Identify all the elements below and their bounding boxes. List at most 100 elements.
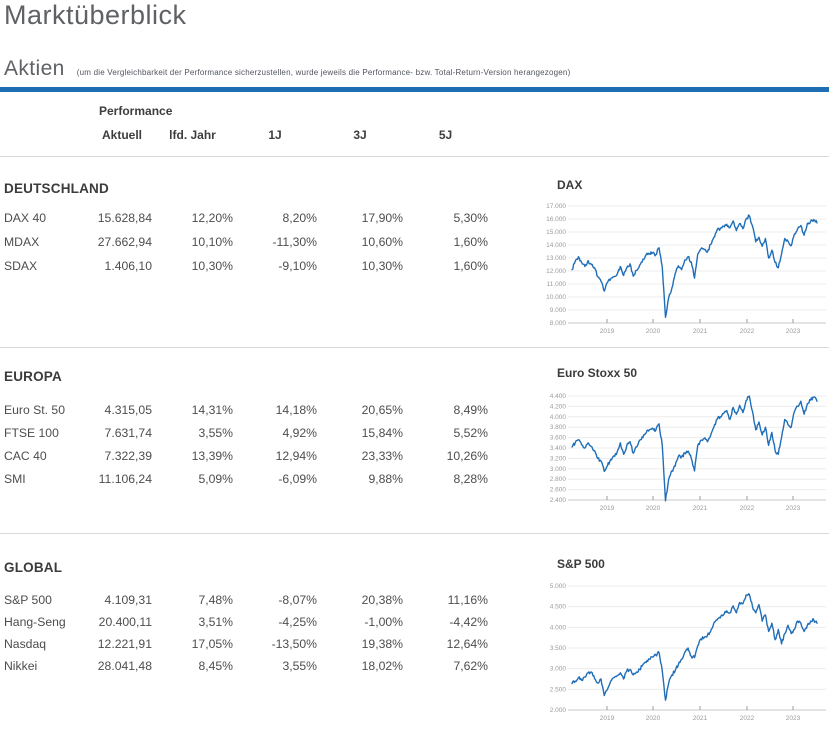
- row-value: 5,30%: [453, 211, 488, 225]
- row-value: 10,10%: [191, 235, 233, 249]
- row-value: 10,30%: [191, 259, 233, 273]
- svg-text:2.500: 2.500: [550, 686, 567, 693]
- section-heading-deutschland: DEUTSCHLAND: [4, 181, 109, 196]
- svg-text:3.500: 3.500: [550, 645, 567, 652]
- svg-text:2020: 2020: [646, 328, 661, 335]
- row-value: 8,45%: [198, 659, 233, 673]
- svg-text:2021: 2021: [693, 715, 708, 722]
- row-value: 12.221,91: [97, 637, 152, 651]
- svg-text:2020: 2020: [646, 715, 661, 722]
- accent-bar: [0, 87, 829, 92]
- svg-text:4.000: 4.000: [550, 624, 567, 631]
- svg-text:11.000: 11.000: [547, 281, 567, 288]
- table-row: Hang-Seng 20.400,11 3,51% -4,25% -1,00% …: [4, 611, 488, 633]
- row-value: 3,51%: [198, 615, 233, 629]
- svg-text:16.000: 16.000: [546, 216, 566, 223]
- row-value: 7,48%: [198, 593, 233, 607]
- row-value: 10,26%: [446, 448, 488, 463]
- row-value: 17,90%: [361, 211, 403, 225]
- row-label: MDAX: [4, 235, 40, 249]
- row-value: 12,64%: [446, 637, 488, 651]
- table-row: DAX 40 15.628,84 12,20% 8,20% 17,90% 5,3…: [4, 206, 488, 230]
- svg-text:2023: 2023: [786, 505, 801, 512]
- svg-text:10.000: 10.000: [546, 294, 566, 301]
- row-value: 12,94%: [275, 448, 317, 463]
- column-header-3j: 3J: [353, 128, 367, 142]
- row-value: -9,10%: [278, 259, 317, 273]
- svg-text:2019: 2019: [600, 715, 615, 722]
- svg-text:2021: 2021: [693, 505, 708, 512]
- svg-text:2022: 2022: [740, 715, 755, 722]
- row-value: 4.109,31: [104, 593, 152, 607]
- table-row: SMI 11.106,24 5,09% -6,09% 9,88% 8,28%: [4, 467, 488, 490]
- table-row: MDAX 27.662,94 10,10% -11,30% 10,60% 1,6…: [4, 230, 488, 254]
- row-value: -4,42%: [449, 615, 488, 629]
- row-value: 12,20%: [191, 211, 233, 225]
- row-value: 20,38%: [361, 593, 403, 607]
- svg-text:3.400: 3.400: [550, 445, 567, 452]
- svg-text:3.800: 3.800: [550, 424, 567, 431]
- svg-text:9.000: 9.000: [550, 307, 567, 314]
- row-value: -8,07%: [278, 593, 317, 607]
- svg-text:4.500: 4.500: [550, 604, 567, 611]
- row-label: Euro St. 50: [4, 402, 65, 417]
- divider-header: [0, 156, 829, 157]
- section-note: (um die Vergleichbarkeit der Performance…: [76, 68, 571, 77]
- row-value: 8,28%: [453, 471, 488, 486]
- row-value: -11,30%: [272, 235, 318, 249]
- row-value: 14,18%: [275, 402, 317, 417]
- row-value: 20,65%: [361, 402, 403, 417]
- row-value: 28.041,48: [97, 659, 152, 673]
- row-value: 3,55%: [282, 659, 317, 673]
- table-row: SDAX 1.406,10 10,30% -9,10% 10,30% 1,60%: [4, 254, 488, 278]
- row-value: 27.662,94: [97, 235, 152, 249]
- svg-text:17.000: 17.000: [546, 203, 566, 210]
- row-label: Nikkei: [4, 659, 38, 673]
- svg-text:2.400: 2.400: [550, 497, 567, 504]
- performance-group-header: Performance: [99, 104, 173, 118]
- table-europa: Euro St. 50 4.315,05 14,31% 14,18% 20,65…: [4, 398, 488, 490]
- section-heading-europa: EUROPA: [4, 369, 62, 384]
- svg-text:2021: 2021: [693, 328, 708, 335]
- table-row: CAC 40 7.322,39 13,39% 12,94% 23,33% 10,…: [4, 444, 488, 467]
- svg-text:3.600: 3.600: [550, 435, 567, 442]
- row-label: Nasdaq: [4, 637, 47, 651]
- svg-text:14.000: 14.000: [546, 242, 566, 249]
- table-row: S&P 500 4.109,31 7,48% -8,07% 20,38% 11,…: [4, 589, 488, 611]
- row-value: 17,05%: [191, 637, 233, 651]
- chart-title-sp500: S&P 500: [557, 557, 605, 571]
- column-header-5j: 5J: [438, 128, 453, 142]
- row-value: 8,49%: [453, 402, 488, 417]
- row-value: -4,25%: [278, 615, 317, 629]
- row-value: 8,20%: [282, 211, 317, 225]
- svg-text:2020: 2020: [646, 505, 661, 512]
- svg-text:3.200: 3.200: [550, 455, 567, 462]
- svg-text:2023: 2023: [786, 328, 801, 335]
- row-value: 1,60%: [453, 235, 488, 249]
- svg-text:5.000: 5.000: [550, 583, 567, 590]
- svg-text:3.000: 3.000: [550, 466, 567, 473]
- row-value: 4,92%: [282, 425, 317, 440]
- row-label: DAX 40: [4, 211, 47, 225]
- row-value: -13,50%: [271, 637, 317, 651]
- row-value: 10,30%: [361, 259, 403, 273]
- section-label: Aktien: [4, 57, 65, 80]
- svg-text:13.000: 13.000: [546, 255, 566, 262]
- column-header-1j: 1J: [268, 128, 282, 142]
- dax-chart: 17.000 16.000 15.000 14.000 13.000 12.000 11.0…: [546, 203, 826, 335]
- row-value: 19,38%: [361, 637, 403, 651]
- row-value: 4.315,05: [104, 402, 152, 417]
- row-value: 11,16%: [447, 593, 488, 607]
- section-subtitle-row: Aktien (um die Vergleichbarkeit der Perf…: [4, 57, 570, 81]
- table-row: FTSE 100 7.631,74 3,55% 4,92% 15,84% 5,5…: [4, 421, 488, 444]
- chart-title-dax: DAX: [557, 178, 583, 192]
- svg-text:4.200: 4.200: [550, 403, 567, 410]
- row-label: FTSE 100: [4, 425, 59, 440]
- row-value: 14,31%: [191, 402, 233, 417]
- table-row: Nikkei 28.041,48 8,45% 3,55% 18,02% 7,62…: [4, 655, 488, 677]
- row-value: 15,84%: [361, 425, 403, 440]
- row-label: CAC 40: [4, 448, 47, 463]
- svg-text:4.000: 4.000: [550, 414, 567, 421]
- row-label: SMI: [4, 471, 26, 486]
- svg-text:12.000: 12.000: [546, 268, 566, 275]
